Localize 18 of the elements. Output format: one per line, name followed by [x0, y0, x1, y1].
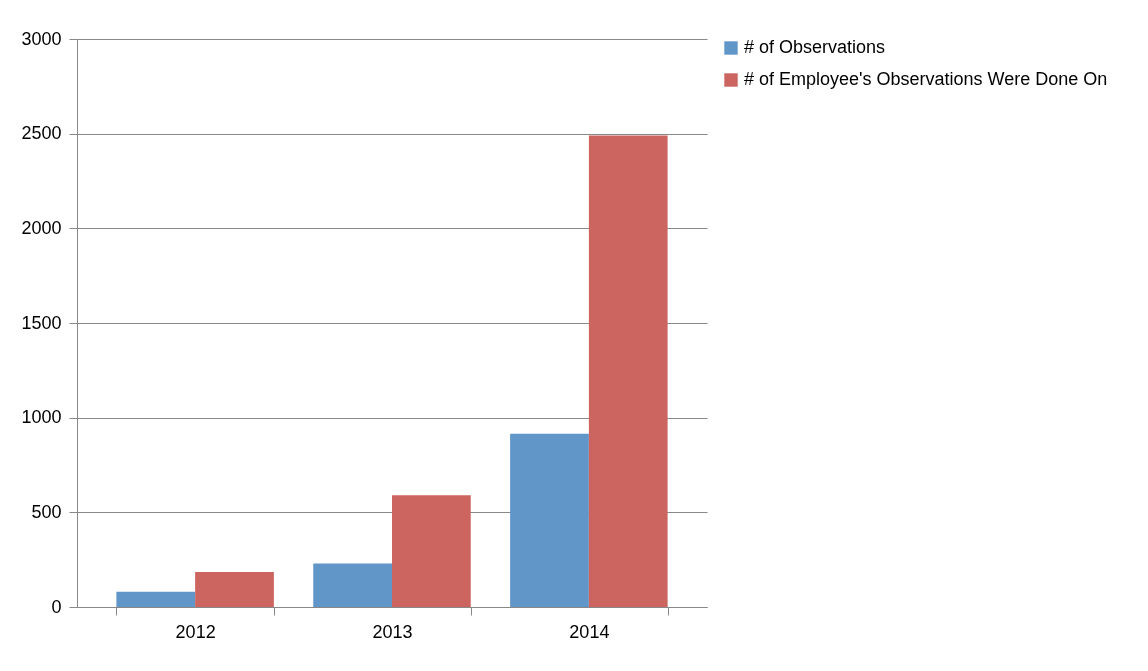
y-tick-label: 1500: [21, 312, 62, 333]
x-tick-label: 2013: [372, 621, 413, 642]
legend-label: # of Employee's Observations Were Done On: [744, 69, 1108, 89]
y-tick-label: 2500: [21, 123, 62, 144]
bar: [392, 495, 471, 607]
bar: [510, 433, 589, 607]
x-tick-label: 2012: [175, 621, 216, 642]
bar: [588, 135, 668, 607]
bar: [313, 563, 392, 607]
bar: [195, 571, 274, 607]
y-tick-label: 2000: [21, 217, 62, 238]
y-tick-label: 500: [31, 501, 62, 522]
legend-label: # of Observations: [744, 37, 886, 57]
y-tick-label: 1000: [21, 407, 62, 428]
bar: [116, 591, 196, 607]
y-tick-label: 3000: [21, 28, 62, 49]
x-tick-label: 2014: [569, 621, 610, 642]
y-tick-label: 0: [51, 596, 62, 617]
